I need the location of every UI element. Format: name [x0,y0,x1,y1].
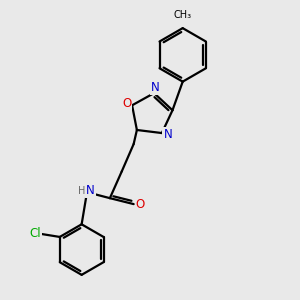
Text: Cl: Cl [29,227,40,240]
Text: CH₃: CH₃ [174,10,192,20]
Text: H: H [78,186,85,196]
Text: N: N [164,128,172,141]
Text: N: N [151,81,160,94]
Text: O: O [122,97,131,110]
Text: O: O [136,198,145,211]
Text: N: N [86,184,95,197]
